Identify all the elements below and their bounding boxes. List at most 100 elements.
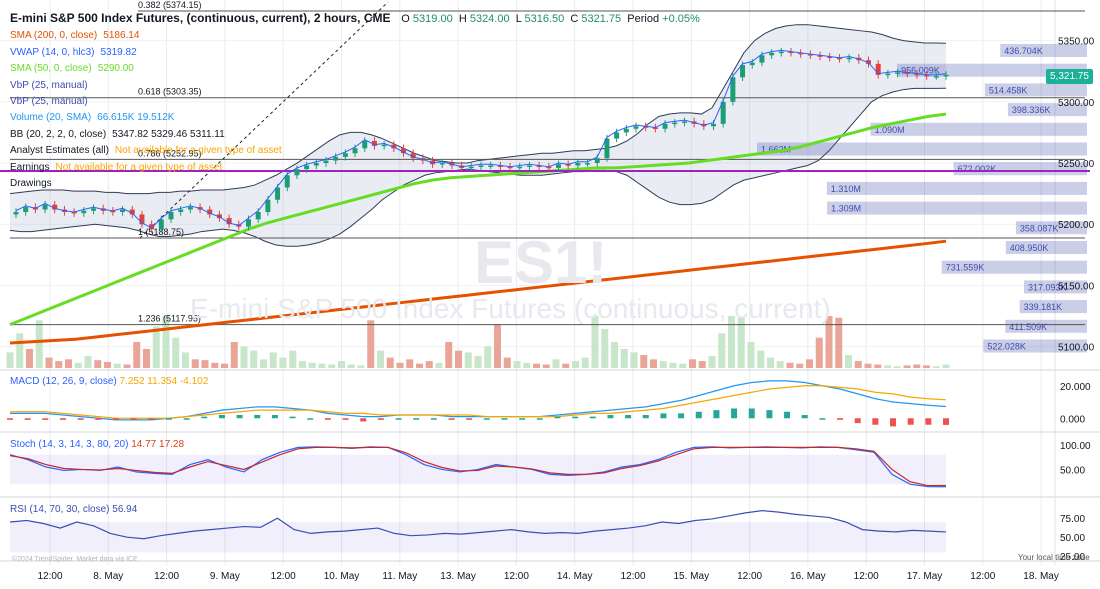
volume-bar — [338, 361, 345, 368]
sma-200-line — [9, 239, 947, 345]
volume-bar — [94, 360, 102, 368]
candle-body — [836, 57, 842, 60]
volume-bar — [6, 352, 14, 368]
open-label: O — [401, 13, 410, 25]
volume-bar — [386, 357, 394, 368]
candle-body — [526, 165, 532, 167]
volume-by-price-label: 1.662M — [761, 145, 791, 155]
volume-bar — [815, 337, 823, 368]
candle-body — [120, 209, 126, 212]
fibonacci-level-label: 0.618 (5303.35) — [138, 87, 202, 97]
candle-body — [488, 165, 494, 167]
volume-by-price-bar — [1005, 319, 1087, 333]
candle-body — [284, 175, 290, 188]
macd-histogram-bar — [536, 418, 543, 420]
volume-by-price-label: 1.309M — [831, 204, 861, 214]
volume-bar — [55, 361, 63, 368]
high-label: H — [458, 13, 467, 25]
volume-bar — [572, 361, 579, 368]
macd-histogram-bar — [854, 418, 861, 424]
volume-bar — [757, 350, 765, 368]
macd-values: 7.252 11.354 -4.102 — [119, 376, 209, 387]
macd-histogram-bar — [112, 418, 119, 420]
fibonacci-levels[interactable]: 0.382 (5374.15) 0.618 (5303.35) 0.786 (525… — [10, 0, 1085, 326]
candle-body — [42, 204, 48, 210]
y-tick-label: 5350.00 — [1058, 37, 1095, 48]
rsi-title[interactable]: RSI (14, 70, 30, close) 56.94 — [10, 504, 137, 515]
volume-bar — [328, 364, 336, 368]
volume-bar — [230, 342, 238, 368]
macd-histogram-bar — [183, 418, 190, 420]
indicator-value: 5186.14 — [103, 30, 140, 42]
candle-body — [129, 209, 135, 215]
indicator-row[interactable]: VbP (25, manual) — [10, 78, 700, 94]
indicator-label: SMA (200, 0, close) — [10, 30, 98, 42]
candle-body — [575, 163, 581, 166]
volume-bar — [484, 346, 492, 368]
fibonacci-level-label: 0.786 (5252.95) — [138, 148, 202, 158]
macd-histogram-bar — [801, 415, 808, 419]
indicator-value: 5347.82 5329.46 5311.11 — [112, 128, 225, 140]
candle-body — [323, 160, 329, 164]
indicator-row[interactable]: SMA (200, 0, close) 5186.14 — [10, 28, 700, 44]
macd-title[interactable]: MACD (12, 26, 9, close) 7.252 11.354 -4.… — [10, 376, 208, 387]
x-tick-label: 12:00 — [620, 571, 645, 582]
x-tick-label: 12:00 — [970, 571, 995, 582]
macd-histogram-bar — [943, 418, 949, 425]
volume-bar — [367, 320, 375, 368]
indicator-row[interactable]: SMA (50, 0, close) 5290.00 — [10, 61, 700, 77]
candle-body — [875, 63, 881, 75]
macd-histogram-bar — [448, 418, 455, 420]
symbol-title: E-mini S&P 500 Index Futures, (continuou… — [10, 11, 391, 25]
indicator-label: VbP (25, manual) — [10, 79, 88, 91]
volume-bar — [74, 362, 82, 368]
volume-bar — [630, 352, 638, 368]
candle-body — [430, 160, 436, 165]
rsi-title-text: RSI (14, 70, 30, close) — [10, 504, 110, 515]
timezone-label[interactable]: Your local time zone — [1018, 553, 1090, 562]
macd-histogram-bar — [519, 418, 526, 420]
volume-by-price-bar — [983, 339, 1087, 353]
indicator-row[interactable]: VWAP (14, 0, hlc3) 5319.82 — [10, 45, 700, 61]
volume-bar — [893, 366, 901, 368]
macd-title-text: MACD (12, 26, 9, close) — [10, 376, 117, 387]
volume-bar — [845, 355, 852, 368]
volume-by-price-label: 731.559K — [946, 263, 985, 273]
volume-bar — [84, 355, 92, 368]
volume-by-price-label: 398.336K — [1012, 105, 1051, 115]
indicator-row[interactable]: BB (20, 2, 2, 0, close) 5347.82 5329.46 5… — [10, 127, 700, 143]
macd-histogram-bar — [271, 415, 278, 419]
volume-bar — [123, 364, 131, 368]
x-tick-label: 11. May — [382, 571, 417, 582]
indicator-row[interactable]: VbP (25, manual) — [10, 94, 700, 110]
candle-body — [91, 208, 96, 211]
volume-bar — [182, 352, 189, 368]
indicator-row[interactable]: Drawings — [10, 176, 700, 192]
candle-body — [565, 164, 571, 166]
macd-histogram-bar — [165, 418, 172, 420]
candle-body — [895, 72, 901, 74]
volume-bar — [211, 362, 219, 368]
macd-histogram-bar — [748, 408, 755, 419]
volume-bar — [289, 350, 297, 368]
volume-bar — [201, 360, 209, 368]
volume-bar — [143, 348, 150, 368]
series-line — [9, 446, 947, 487]
volume-by-price-bar — [1000, 44, 1087, 57]
y-tick-label: 5150.00 — [1058, 281, 1095, 292]
moving-averages — [0, 112, 1090, 345]
candle-body — [517, 166, 523, 169]
stoch-title[interactable]: Stoch (14, 3, 14, 3, 80, 20) 14.77 17.28 — [10, 439, 184, 450]
macd-histogram-bar — [890, 418, 897, 427]
volume-bar — [611, 342, 618, 368]
x-tick-label: 13. May — [440, 571, 476, 582]
macd-histogram-bar — [837, 418, 844, 420]
indicator-row[interactable]: Earnings Not available for a given type o… — [10, 160, 700, 176]
volume-bar — [854, 361, 862, 368]
volume-by-price-label: 411.509K — [1009, 322, 1047, 332]
indicator-row[interactable]: Analyst Estimates (all) Not available for… — [10, 143, 700, 159]
indicator-label: Analyst Estimates (all) — [10, 145, 109, 157]
indicator-row[interactable]: Volume (20, SMA) 66.615K 19.512K — [10, 110, 700, 126]
